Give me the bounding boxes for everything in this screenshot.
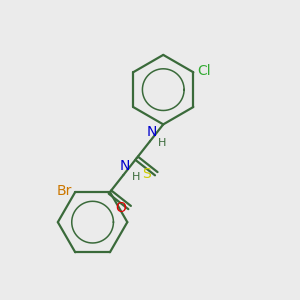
Text: N: N bbox=[146, 125, 157, 139]
Text: H: H bbox=[131, 172, 140, 182]
Text: S: S bbox=[142, 167, 151, 181]
Text: H: H bbox=[158, 138, 166, 148]
Text: O: O bbox=[115, 200, 126, 214]
Text: Cl: Cl bbox=[197, 64, 211, 78]
Text: N: N bbox=[120, 159, 130, 173]
Text: Br: Br bbox=[56, 184, 72, 198]
